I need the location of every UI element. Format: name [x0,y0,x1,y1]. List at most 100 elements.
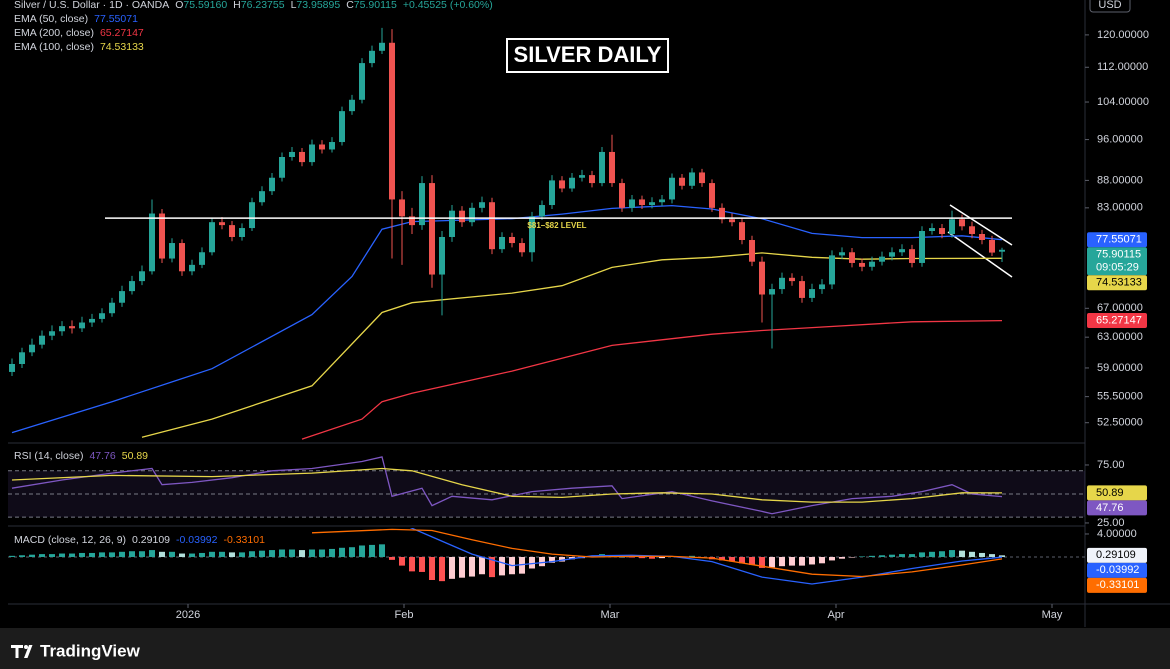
candle-body [479,202,485,208]
legend-name: EMA (200, close) [14,27,94,39]
candle-body [159,213,165,259]
title: SILVER DAILY [514,42,662,67]
x-tick-label: Mar [601,609,620,621]
legend: MACD (close, 12, 26, 9) 0.29109 -0.03992 -0… [14,534,265,546]
price-tag-label: -0.03992 [1096,564,1139,576]
histogram-bar [409,556,415,572]
price-tag [1087,500,1147,516]
histogram-bar [39,554,45,557]
candle-body [549,180,555,206]
histogram-bar [789,556,795,566]
currency-box[interactable] [1089,0,1131,13]
histogram-bar [209,551,215,557]
histogram-bar [279,549,285,557]
histogram-bar [989,554,995,557]
histogram-bar [559,556,565,562]
indicator-line [301,319,1003,440]
candle-body [659,199,665,203]
histogram-bar [99,552,105,557]
brand: TradingView [40,641,141,660]
candle-body [89,318,95,323]
indicator-line [311,528,1003,578]
candle-body [649,202,655,206]
candle-body [329,142,335,150]
legend: Silver / U.S. Dollar · 1D · OANDA O75.591… [14,0,493,11]
histogram-bar [319,549,325,557]
candle-body [529,216,535,253]
histogram-bar [299,550,305,557]
price-tag-label: 50.89 [1096,487,1124,499]
histogram-bar [939,551,945,557]
histogram-bar [269,550,275,557]
symbol: Silver / U.S. Dollar · 1D · OANDA [14,0,169,11]
candle-body [619,183,625,208]
histogram-bar [759,556,765,568]
candle-body [539,205,545,217]
histogram-bar [389,556,395,560]
candle-body [449,210,455,237]
ohlc-label: C [346,0,354,11]
histogram-bar [749,556,755,566]
candle-body [39,335,45,345]
indicator-line [11,204,1003,434]
title-box [506,38,669,73]
histogram-bar [469,556,475,577]
histogram-bar [639,556,645,559]
histogram-bar [289,549,295,557]
candle-body [729,219,735,223]
candle-body [919,231,925,263]
candle-body [369,50,375,64]
histogram-bar [809,556,815,565]
candle-body [639,199,645,206]
candle-body [79,322,85,329]
candle-body [889,252,895,257]
legend-value: 65.27147 [100,27,144,39]
y-tick-label: 55.50000 [1097,391,1143,403]
candle-body [69,326,75,329]
histogram-bar [339,547,345,557]
channel-line [949,204,1013,246]
x-tick-label: May [1042,609,1063,621]
y-tick-label: 120.00000 [1097,29,1149,41]
y-tick-label: 112.00000 [1097,61,1148,73]
candle-body [59,326,65,332]
candle-body [859,262,865,267]
histogram-bar [439,556,445,582]
pane [8,528,1085,585]
legend-value: -0.03992 [176,534,218,546]
histogram-bar [109,552,115,557]
histogram-bar [49,554,55,557]
candle-body [339,111,345,143]
candle-body [29,344,35,353]
candle-body [379,42,385,51]
price-tag [1087,562,1147,578]
ohlc-value: 75.90115 [354,0,397,11]
histogram-bar [769,556,775,568]
candle-body [959,219,965,227]
histogram-bar [629,556,635,558]
legend-value: 0.29109 [132,534,170,546]
legend-value: 47.76 [89,450,115,462]
candle-body [579,175,585,178]
candle-body [209,222,215,253]
candle-body [509,236,515,244]
histogram-bar [959,550,965,557]
candle-body [969,226,975,234]
candle-body [829,255,835,285]
histogram-bar [879,555,885,557]
candle-body [49,331,55,336]
candle-body [119,291,125,303]
candle-body [9,363,15,372]
histogram-bar [399,556,405,566]
histogram-bar [919,552,925,557]
candle-body [149,213,155,272]
candle-body [249,202,255,229]
candle-body [629,199,635,208]
histogram-bar [59,553,65,557]
candle-body [809,289,815,298]
price-tag [1087,275,1147,291]
candle-body [719,207,725,220]
